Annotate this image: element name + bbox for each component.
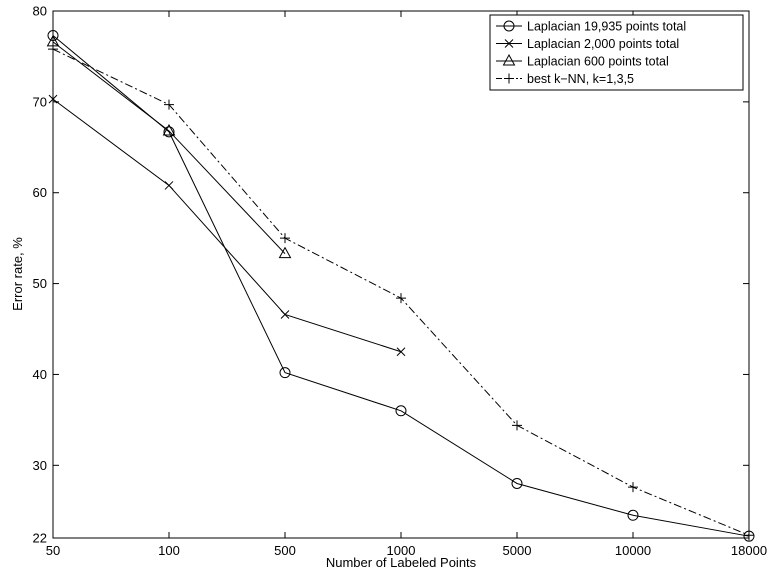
y-tick-label: 60 — [33, 185, 47, 200]
data-point — [396, 293, 406, 304]
data-point — [48, 94, 58, 104]
y-tick-label: 40 — [33, 367, 47, 382]
legend-label: Laplacian 2,000 points total — [527, 37, 679, 51]
data-point — [628, 482, 638, 493]
x-tick-label: 100 — [158, 543, 180, 558]
plot-area — [52, 10, 750, 539]
x-tick-label: 1000 — [387, 543, 416, 558]
data-point — [744, 530, 754, 541]
data-point — [164, 181, 174, 190]
data-point — [395, 405, 407, 417]
x-tick-label: 50 — [46, 543, 60, 558]
legend-label: Laplacian 19,935 points total — [527, 20, 686, 34]
legend-marker — [504, 39, 514, 48]
series-line — [52, 41, 286, 254]
legend-label: Laplacian 600 points total — [527, 55, 669, 69]
data-point — [512, 420, 522, 431]
data-point — [280, 233, 290, 244]
legend-item: Laplacian 2,000 points total — [496, 37, 679, 51]
series-layer — [46, 30, 755, 542]
y-tick-label: 22 — [33, 531, 47, 546]
series-line — [52, 98, 402, 353]
series-line — [52, 35, 750, 537]
series-4 — [48, 44, 754, 541]
data-point — [396, 347, 406, 357]
series-1 — [47, 30, 755, 542]
data-point — [511, 477, 523, 489]
legend-item: Laplacian 19,935 points total — [496, 20, 686, 34]
axis-ticks: 50 100 500 1000 5000 10000 18000 22 30 40 50 60 70 80 — [33, 4, 768, 559]
legend-box — [489, 14, 744, 91]
x-axis-label: Number of Labeled Points — [326, 555, 477, 570]
data-point — [163, 126, 175, 138]
y-axis-label: Error rate, % — [10, 237, 25, 311]
legend-item: Laplacian 600 points total — [496, 53, 669, 69]
data-point — [279, 367, 291, 379]
legend-label: best k−NN, k=1,3,5 — [527, 72, 634, 86]
data-point — [164, 99, 174, 110]
legend-marker — [503, 20, 515, 32]
y-tick-label: 70 — [33, 94, 47, 109]
data-point — [627, 509, 639, 521]
series-2 — [48, 94, 406, 357]
y-tick-label: 30 — [33, 458, 47, 473]
data-point — [47, 30, 59, 42]
x-tick-label: 5000 — [503, 543, 532, 558]
legend: Laplacian 19,935 points total Laplacian 2… — [489, 14, 744, 91]
data-point — [278, 246, 292, 259]
data-point — [280, 310, 290, 319]
data-point — [162, 123, 176, 136]
legend-marker — [504, 73, 514, 84]
x-tick-label: 500 — [274, 543, 296, 558]
x-tick-label: 10000 — [615, 543, 651, 558]
x-tick-label: 18000 — [731, 543, 767, 558]
legend-marker — [502, 53, 516, 66]
legend-item: best k−NN, k=1,3,5 — [496, 72, 634, 86]
data-point — [48, 44, 58, 55]
y-tick-label: 80 — [33, 4, 47, 19]
y-tick-label: 50 — [33, 276, 47, 291]
